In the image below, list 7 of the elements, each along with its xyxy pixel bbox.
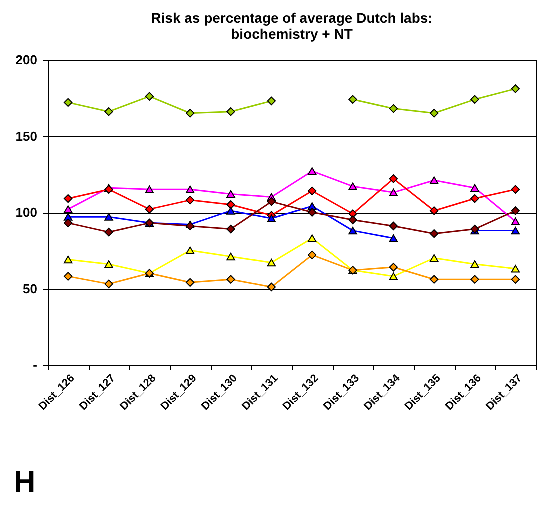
y-tick-label: - bbox=[33, 358, 38, 372]
text: H bbox=[14, 466, 36, 500]
chart-title: Risk as percentage of average Dutch labs: biochemistry + NT bbox=[151, 10, 433, 42]
y-tick-label: 150 bbox=[16, 128, 38, 144]
y-tick-label: 100 bbox=[16, 205, 38, 220]
y-tick-label: 50 bbox=[23, 281, 38, 296]
y-tick-label: 200 bbox=[16, 52, 38, 68]
